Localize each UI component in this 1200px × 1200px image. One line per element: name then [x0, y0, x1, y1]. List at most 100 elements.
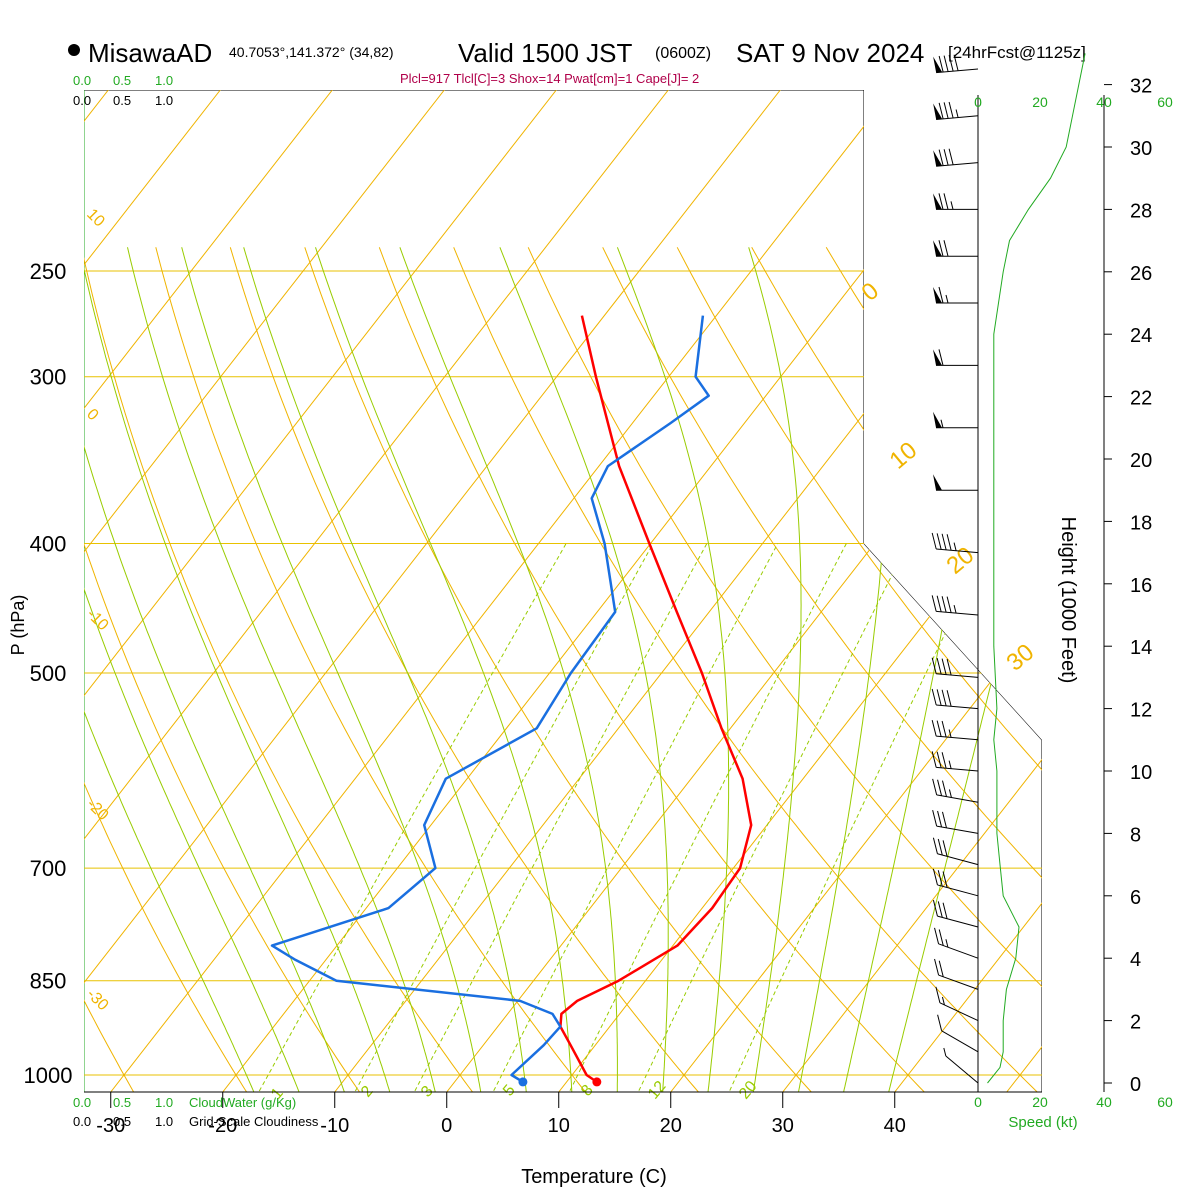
- barb-flag: [943, 240, 949, 257]
- pressure-tick-label: 300: [30, 365, 67, 390]
- pressure-tick-label: 700: [30, 856, 67, 881]
- wind-barb: [931, 688, 979, 710]
- dry-adiabat-line: [527, 247, 1042, 1092]
- y-axis-title: P (hPa): [8, 595, 28, 656]
- temperature-tick-label: 10: [548, 1115, 570, 1137]
- barb-half-flag: [945, 939, 949, 948]
- cloudwater-scale-1: 0.5: [113, 1095, 131, 1110]
- barb-flag: [938, 960, 944, 977]
- dry-adiabat-line: [84, 247, 141, 1092]
- forecast-info: [24hrFcst@1125z]: [948, 43, 1086, 62]
- dry-adiabat-line: [974, 247, 1042, 1092]
- moist-adiabat-line: [795, 247, 890, 1092]
- isotherm-line: [84, 90, 781, 1092]
- barb-flag: [941, 658, 947, 675]
- dry-adiabat-line: [1124, 247, 1200, 1103]
- barb-flag: [938, 286, 944, 304]
- barb-flag: [934, 958, 940, 976]
- wind-barb: [935, 986, 979, 1022]
- moist-adiabat-line: [127, 247, 439, 1092]
- wind-barb: [933, 148, 979, 167]
- barb-flag: [946, 534, 952, 551]
- wind-barb: [932, 809, 979, 834]
- sounding-series: [270, 315, 753, 1087]
- cloud-scale-green-2: 1.0: [155, 73, 173, 88]
- background-lines: [0, 90, 1200, 1103]
- isotherm-line: [84, 90, 669, 1092]
- barb-flag: [931, 720, 937, 737]
- barb-flag: [942, 780, 947, 797]
- barb-flag: [931, 657, 937, 674]
- speed-tick-bottom: 60: [1157, 1094, 1173, 1110]
- cloud-scale-black-0: 0.0: [73, 93, 91, 108]
- speed-tick-top: 20: [1032, 94, 1048, 110]
- barb-flag: [942, 902, 948, 919]
- isotherm-line: [110, 90, 893, 1092]
- barb-flag: [937, 870, 943, 887]
- barb-pennant: [933, 103, 943, 120]
- barb-staff: [936, 766, 979, 772]
- barb-flag: [948, 101, 954, 119]
- height-tick-label: 12: [1130, 700, 1152, 722]
- mixing-ratio-line: [632, 543, 909, 1092]
- barb-flag: [941, 689, 947, 706]
- wind-barb: [932, 778, 979, 803]
- wind-speed-profile: [987, 53, 1086, 1084]
- wind-barb: [931, 720, 979, 741]
- barb-flag: [932, 837, 938, 854]
- isotherm-label: 10: [83, 206, 108, 231]
- barb-flag: [941, 720, 947, 738]
- wind-barb: [933, 349, 978, 366]
- barb-half-flag: [953, 542, 957, 551]
- temperature-tick-label: 0: [441, 1115, 452, 1137]
- barb-flag: [936, 658, 942, 675]
- mixing-ratio-line: [252, 543, 567, 1092]
- barb-flag: [946, 690, 952, 707]
- moist-adiabat-line: [84, 247, 260, 1092]
- height-tick-label: 0: [1130, 1074, 1141, 1096]
- moist-adiabat-line: [499, 247, 669, 1092]
- wind-barb: [931, 657, 979, 678]
- plot-outline: [863, 90, 1042, 1092]
- wind-barb: [932, 900, 979, 928]
- station-coords: 40.7053°,141.372° (34,82): [229, 44, 394, 60]
- isotherm-line: [446, 90, 1042, 1092]
- barb-staff: [936, 704, 979, 710]
- wind-barb: [933, 411, 978, 429]
- isotherm-line: [84, 90, 333, 1092]
- barb-flag: [938, 149, 944, 166]
- isotherm-label: -20: [83, 796, 111, 824]
- barb-flag: [937, 838, 943, 856]
- speed-tick-top: 60: [1157, 94, 1173, 110]
- barb-pennant: [933, 287, 942, 303]
- barb-flag: [953, 54, 959, 71]
- barb-half-flag: [941, 996, 945, 1006]
- height-tick-label: 22: [1130, 388, 1152, 410]
- dry-adiabat-label: 30: [1002, 639, 1040, 677]
- temperature-tick-label: 40: [884, 1115, 906, 1137]
- mixing-ratio-line: [723, 543, 990, 1092]
- barb-staff: [938, 943, 979, 959]
- speed-tick-bottom: 40: [1096, 1094, 1112, 1110]
- barb-flag: [936, 689, 942, 706]
- barb-staff: [937, 853, 979, 866]
- temperature-tick-label: -30: [96, 1115, 125, 1137]
- speed-tick-bottom: 0: [974, 1094, 982, 1110]
- wind-barb: [933, 101, 979, 120]
- dry-adiabat-line: [0, 247, 27, 1103]
- barb-flag: [941, 533, 947, 550]
- dewpoint-line: [270, 315, 710, 1083]
- wind-barb: [931, 595, 979, 616]
- barb-flag: [936, 533, 942, 550]
- wind-barb: [943, 1047, 979, 1084]
- barb-flag: [936, 595, 942, 612]
- barb-flag: [948, 55, 954, 72]
- barb-flag: [941, 752, 947, 769]
- speed-tick-bottom: 20: [1032, 1094, 1048, 1110]
- barb-staff: [936, 610, 979, 616]
- dry-adiabat-line: [84, 247, 255, 1092]
- height-tick-label: 16: [1130, 575, 1152, 597]
